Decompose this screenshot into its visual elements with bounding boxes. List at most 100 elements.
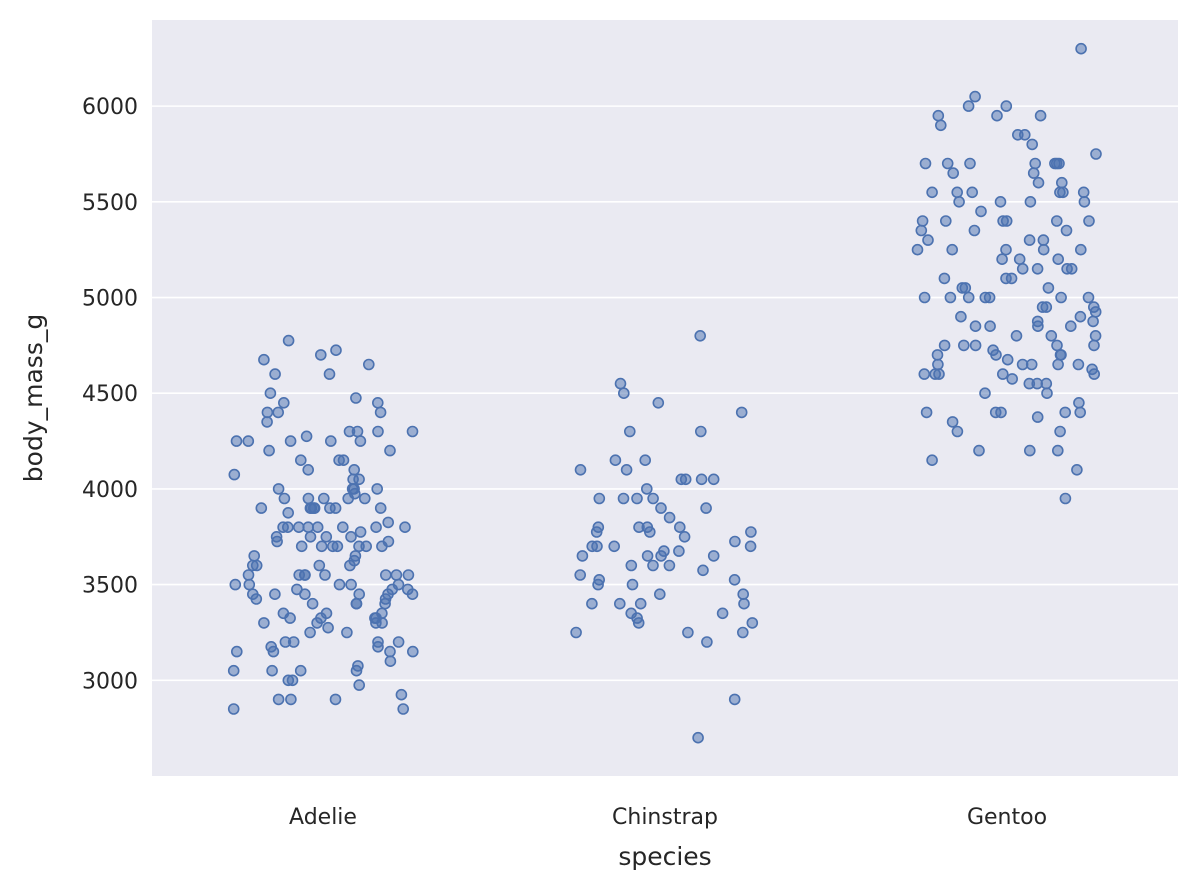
data-point-adelie [358,492,371,505]
data-point-chinstrap [647,492,659,505]
data-point-adelie [322,621,334,634]
data-point-chinstrap [593,492,606,505]
data-point-chinstrap [574,463,587,476]
data-point-adelie [317,492,330,505]
data-point-adelie [329,693,342,706]
data-point-gentoo [1054,186,1066,199]
data-point-adelie [402,569,415,581]
data-point-adelie [311,521,324,534]
data-point-adelie [344,559,356,572]
data-point-gentoo [1054,349,1067,361]
data-point-adelie [395,688,408,701]
data-point-chinstrap [673,545,685,557]
data-point-adelie [319,569,331,581]
data-point-gentoo [1010,329,1023,342]
data-point-adelie [362,358,375,371]
data-point-chinstrap [609,454,622,467]
data-point-chinstrap [617,387,630,400]
data-point-adelie [354,526,367,538]
data-point-adelie [272,483,285,495]
data-point-gentoo [969,90,981,103]
data-point-gentoo [1088,368,1100,380]
data-point-adelie [397,703,410,715]
data-point-gentoo [1065,320,1077,333]
data-point-gentoo [1052,358,1064,371]
data-point-gentoo [1041,387,1053,400]
y-tick-label: 3000 [82,669,138,694]
data-point-adelie [272,693,285,706]
data-point-chinstrap [700,502,712,514]
data-point-gentoo [1060,224,1073,237]
data-point-gentoo [1075,243,1087,256]
data-point-adelie [261,416,273,428]
data-point-adelie [374,502,387,514]
data-point-gentoo [911,243,924,256]
data-point-adelie [278,492,291,505]
data-point-adelie [228,468,241,481]
data-point-adelie [371,483,384,495]
data-point-gentoo [1000,215,1013,227]
data-point-gentoo [1073,396,1085,409]
data-point-chinstrap [590,526,603,538]
data-point-chinstrap [694,329,707,342]
data-point-gentoo [1000,243,1012,256]
data-point-gentoo [1031,411,1044,423]
data-point-gentoo [996,368,1009,380]
data-point-gentoo [990,349,1002,361]
y-tick-label: 5000 [82,287,138,312]
data-point-adelie [371,396,384,409]
data-point-adelie [406,425,419,438]
data-point-adelie [243,578,256,591]
data-point-adelie [323,368,336,380]
data-point-chinstrap [745,526,757,538]
data-point-gentoo [1029,157,1041,170]
data-point-adelie [399,521,411,534]
data-point-gentoo [947,167,960,179]
data-point-gentoo [1037,243,1050,256]
data-point-adelie [302,492,315,505]
data-point-adelie [354,435,367,447]
data-point-adelie [345,578,357,591]
data-point-chinstrap [592,578,604,591]
data-point-adelie [282,334,295,347]
data-point-adelie [382,516,395,529]
data-point-gentoo [966,186,979,199]
data-point-adelie [250,559,263,572]
data-point-adelie [279,636,292,648]
data-point-adelie [302,463,315,476]
data-point-adelie [320,530,333,543]
data-point-gentoo [931,349,944,361]
data-point-adelie [298,569,311,581]
data-point-adelie [330,344,342,357]
data-point-gentoo [932,358,944,371]
data-point-gentoo [918,368,931,380]
data-point-adelie [343,425,356,438]
data-point-adelie [250,593,263,605]
data-point-gentoo [1088,339,1100,352]
data-point-gentoo [1006,373,1019,385]
data-point-gentoo [1034,109,1047,122]
data-point-gentoo [957,339,970,352]
data-point-gentoo [1051,339,1063,352]
data-point-gentoo [1024,196,1037,208]
data-point-adelie [285,693,297,706]
data-point-gentoo [1037,234,1050,246]
data-point-gentoo [1059,406,1071,419]
data-point-gentoo [1032,320,1044,333]
data-point-adelie [264,387,277,400]
data-point-adelie [370,521,382,534]
data-point-adelie [353,540,365,553]
data-point-adelie [255,502,268,514]
data-point-adelie [231,645,243,658]
data-point-gentoo [1090,148,1102,160]
data-point-adelie [384,645,396,658]
data-point-chinstrap [695,473,708,486]
plot-background [152,20,1178,776]
data-point-adelie [315,612,327,624]
data-point-chinstrap [663,511,676,524]
data-point-chinstrap [586,597,598,610]
data-point-chinstrap [737,588,750,601]
data-point-chinstrap [641,550,654,562]
data-point-gentoo [969,320,982,333]
data-point-gentoo [944,291,957,304]
